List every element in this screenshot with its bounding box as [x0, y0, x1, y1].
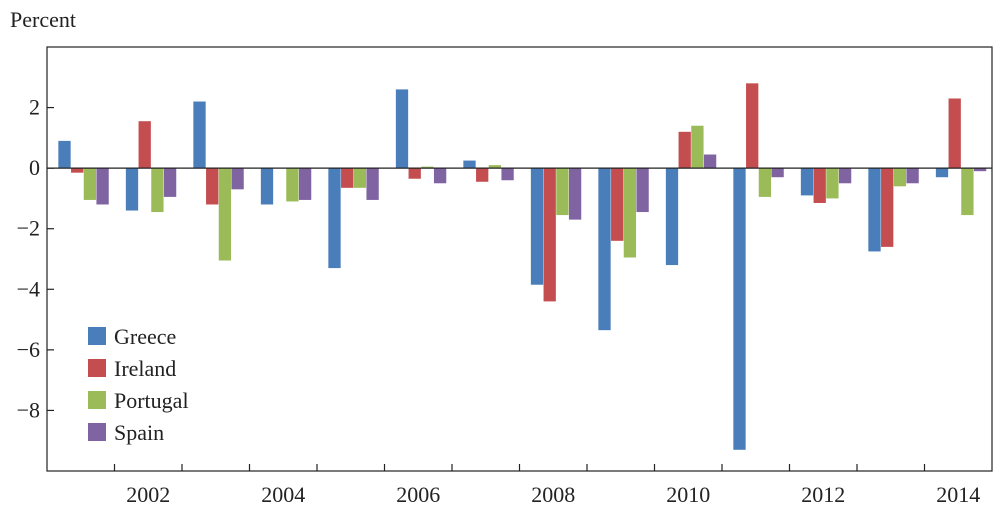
bar-greece-2011 — [733, 168, 746, 450]
bar-ireland-2011 — [746, 83, 759, 169]
bar-spain-2002 — [163, 168, 177, 197]
legend-label-portugal: Portugal — [114, 388, 189, 413]
bar-spain-2006 — [433, 168, 447, 184]
y-axis: 2 0 −2 −4 −6 −8 — [17, 95, 54, 422]
bar-portugal-2013 — [893, 168, 907, 187]
bar-ireland-2008 — [543, 168, 556, 302]
bar-ireland-2006 — [408, 168, 421, 179]
bar-portugal-2001 — [83, 168, 97, 200]
bar-ireland-2013 — [881, 168, 894, 247]
bar-ireland-2007 — [476, 168, 489, 182]
bar-greece-2003 — [193, 101, 206, 169]
bar-portugal-2012 — [826, 168, 839, 199]
x-axis: 2002 2004 2006 2008 2010 2012 2014 — [113, 464, 980, 507]
y-tick-label: −8 — [17, 397, 40, 422]
bar-spain-2010 — [703, 154, 717, 169]
legend-swatch-portugal — [88, 391, 106, 409]
bar-spain-2009 — [636, 168, 649, 213]
bar-greece-2012 — [800, 168, 814, 196]
bar-portugal-2002 — [151, 168, 164, 213]
bar-greece-2010 — [665, 168, 679, 266]
bar-ireland-2012 — [813, 168, 826, 203]
bar-spain-2014 — [973, 168, 987, 172]
bar-ireland-2001 — [71, 168, 84, 173]
bar-spain-2003 — [231, 168, 244, 190]
x-tick-label: 2002 — [126, 482, 170, 507]
bar-portugal-2004 — [286, 168, 299, 202]
bar-spain-2007 — [501, 168, 514, 181]
bar-portugal-2005 — [353, 168, 367, 188]
bar-portugal-2009 — [623, 168, 637, 258]
bar-greece-2014 — [935, 168, 949, 178]
bar-ireland-2009 — [611, 168, 624, 241]
plot-frame — [46, 46, 993, 472]
y-tick-label: 2 — [29, 95, 40, 120]
bar-spain-2011 — [771, 168, 784, 178]
y-tick-label: −2 — [17, 216, 40, 241]
x-tick-label: 2012 — [801, 482, 845, 507]
x-tick-label: 2010 — [666, 482, 710, 507]
legend: Greece Ireland Portugal Spain — [88, 324, 189, 445]
y-tick-label: −4 — [17, 276, 40, 301]
y-tick-label: 0 — [29, 155, 40, 180]
bars-group — [58, 83, 987, 450]
bar-ireland-2002 — [138, 121, 151, 169]
bar-portugal-2014 — [961, 168, 974, 216]
bar-greece-2002 — [125, 168, 139, 211]
bar-spain-2013 — [906, 168, 919, 184]
bar-greece-2013 — [868, 168, 881, 252]
bar-ireland-2010 — [678, 131, 691, 169]
legend-label-greece: Greece — [114, 324, 176, 349]
x-tick-label: 2008 — [531, 482, 575, 507]
legend-label-spain: Spain — [114, 420, 164, 445]
legend-label-ireland: Ireland — [114, 356, 176, 381]
bar-spain-2008 — [568, 168, 582, 220]
legend-swatch-spain — [88, 423, 106, 441]
bar-ireland-2014 — [948, 98, 961, 169]
bar-portugal-2007 — [488, 165, 502, 169]
legend-swatch-ireland — [88, 359, 106, 377]
bar-greece-2009 — [598, 168, 611, 331]
bar-spain-2001 — [96, 168, 109, 205]
bar-greece-2008 — [530, 168, 544, 285]
bar-portugal-2003 — [218, 168, 232, 261]
bar-greece-2007 — [463, 160, 476, 169]
bar-ireland-2003 — [206, 168, 219, 205]
bar-greece-2001 — [58, 140, 71, 169]
bar-greece-2004 — [260, 168, 274, 205]
bar-portugal-2011 — [758, 168, 772, 197]
bar-spain-2005 — [366, 168, 379, 200]
x-tick-label: 2004 — [261, 482, 305, 507]
bar-greece-2006 — [395, 89, 409, 169]
x-tick-label: 2006 — [396, 482, 440, 507]
bar-portugal-2008 — [556, 168, 569, 216]
bar-portugal-2010 — [691, 125, 704, 169]
bar-spain-2012 — [838, 168, 852, 184]
x-tick-label: 2014 — [936, 482, 980, 507]
bar-greece-2005 — [328, 168, 341, 269]
bar-ireland-2005 — [341, 168, 354, 188]
bar-spain-2004 — [298, 168, 312, 200]
y-unit-label: Percent — [10, 7, 76, 32]
y-tick-label: −6 — [17, 337, 40, 362]
bar-portugal-2006 — [421, 166, 434, 169]
legend-swatch-greece — [88, 327, 106, 345]
